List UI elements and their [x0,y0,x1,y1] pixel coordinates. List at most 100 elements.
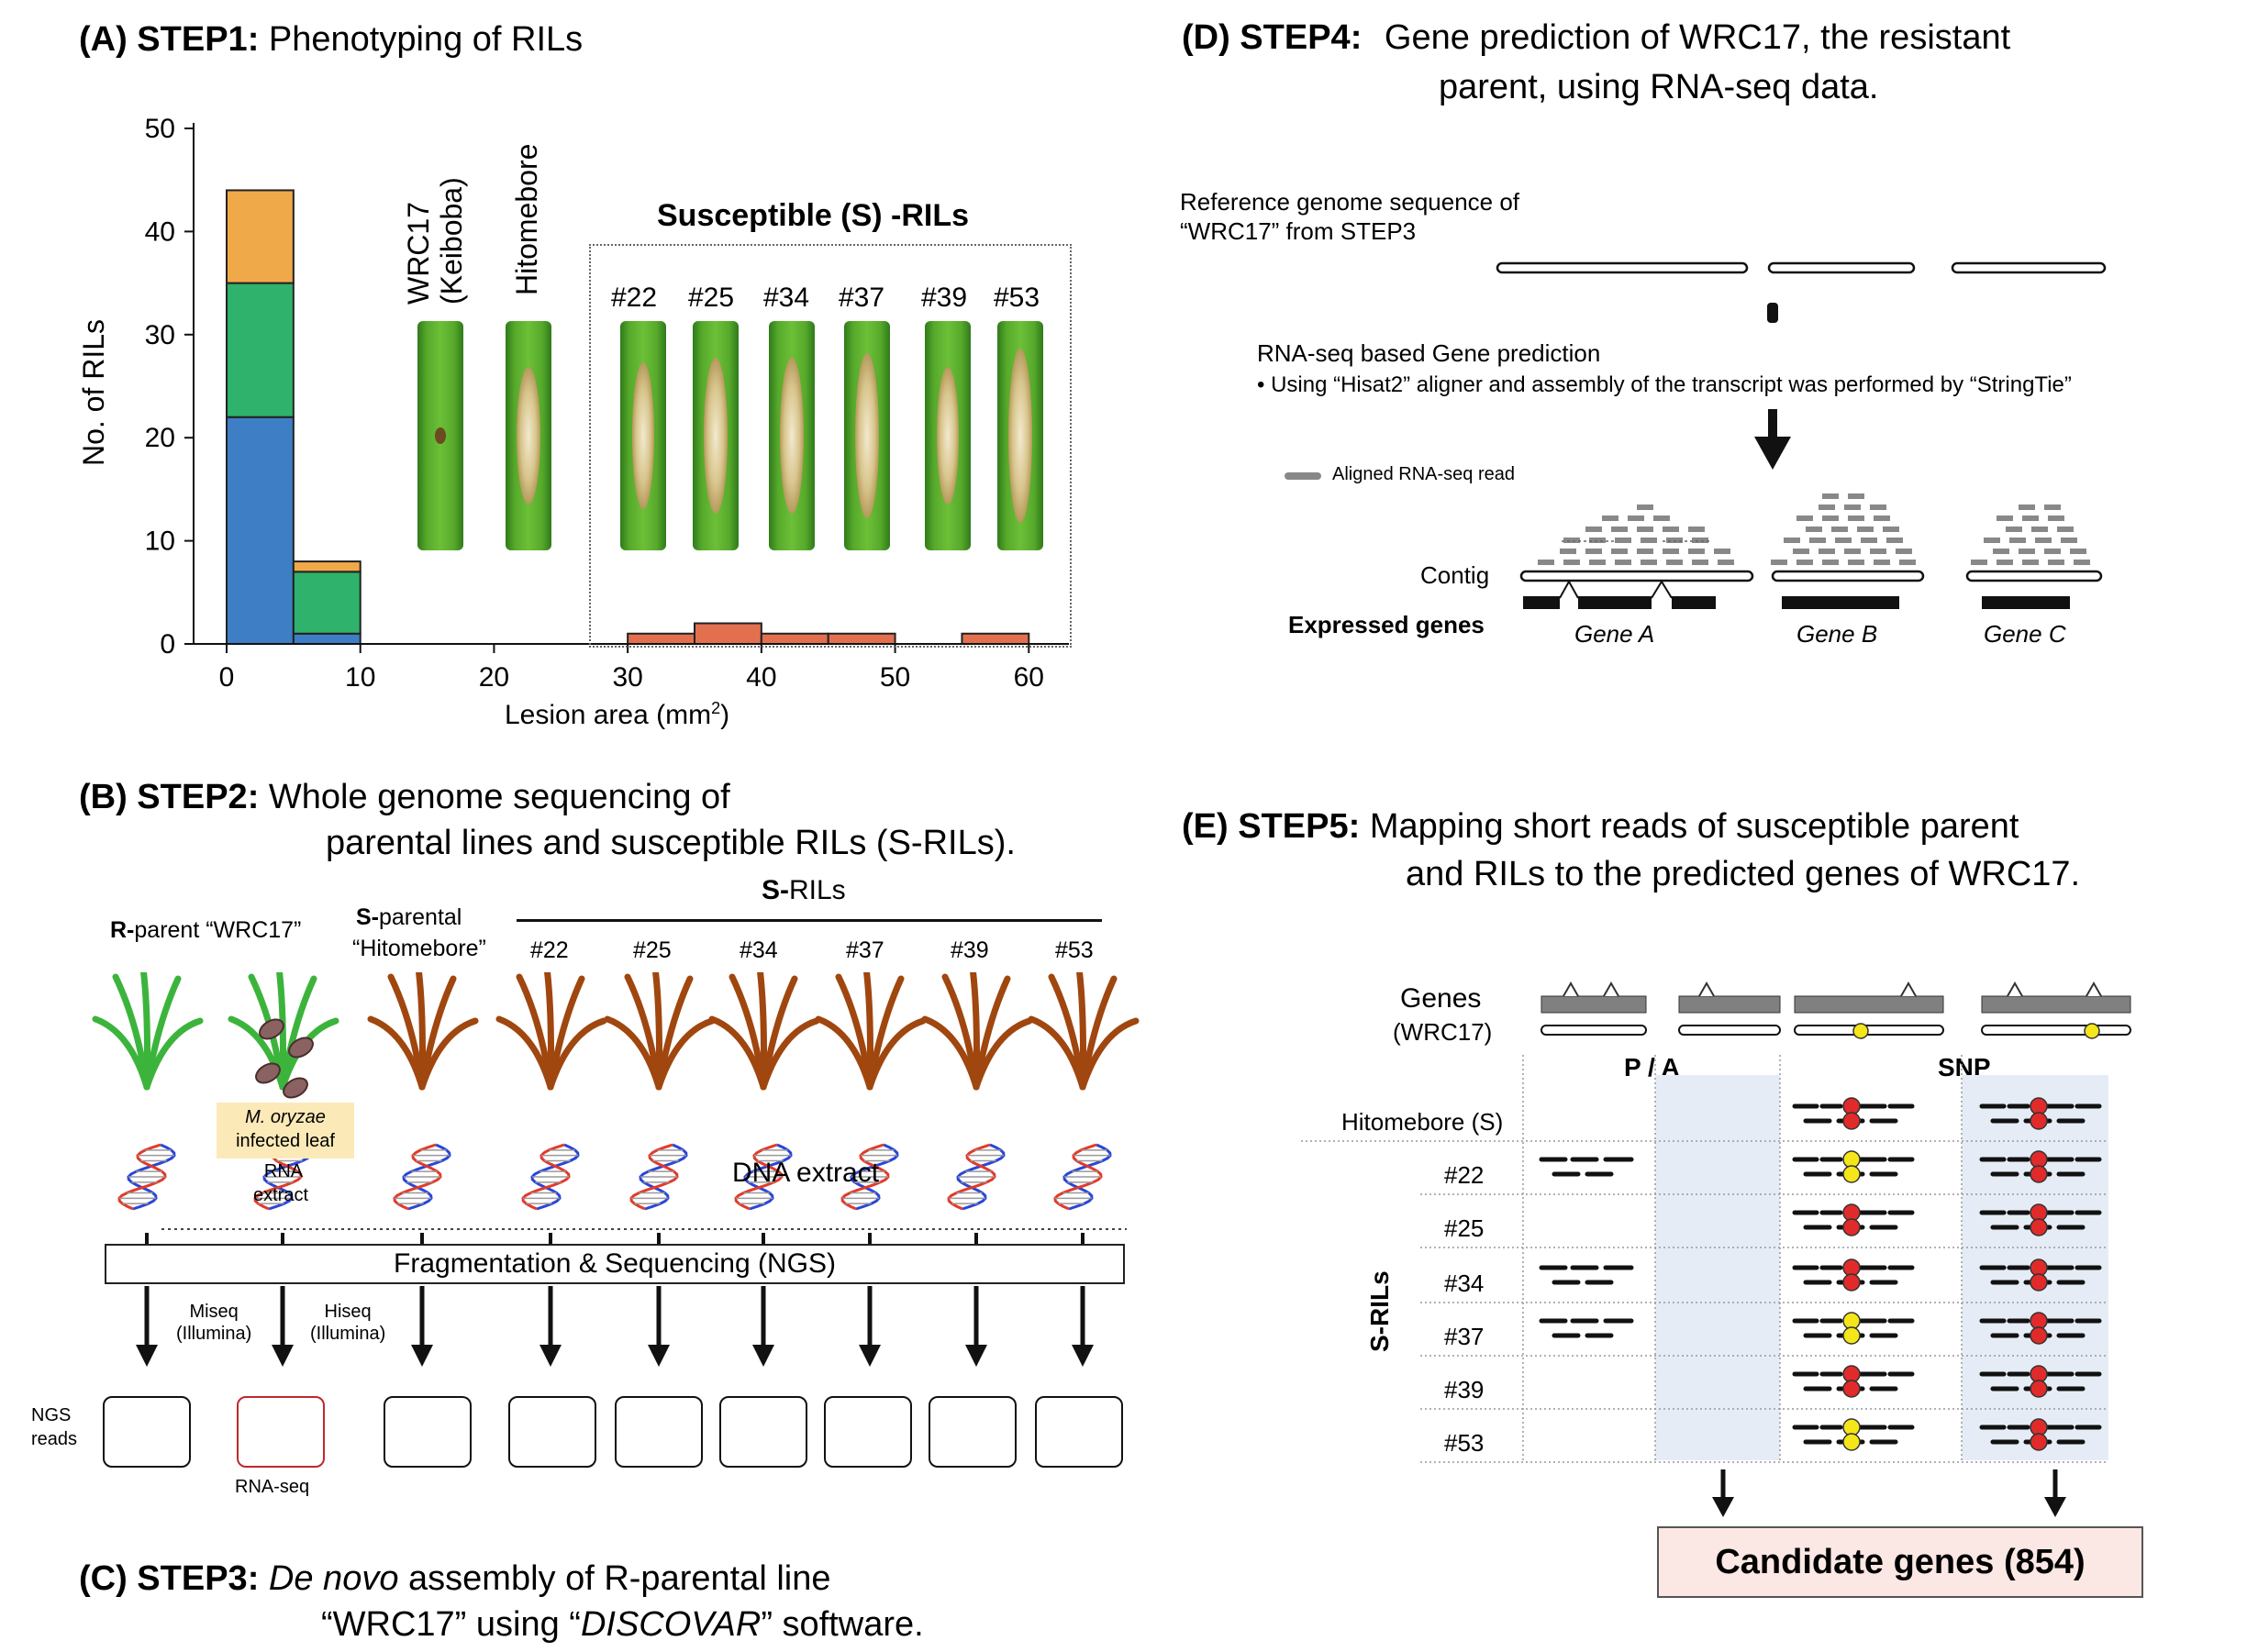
x-tick-label: 10 [345,662,375,693]
aligned-read [1899,560,1916,565]
gene-model-bar [1541,995,1647,1014]
gene-a-exon [1578,596,1652,609]
arrow-down-icon [539,1345,562,1367]
ngs-read-box-hitomebore [384,1396,472,1468]
rnaseq-label: RNA-seq [235,1477,310,1497]
rnaseq-read-box [237,1396,325,1468]
snp-dot-icon [1842,1326,1861,1345]
snp-reads-gene3 [1792,1150,1915,1183]
x-tick-label: 50 [880,662,910,693]
gene-contig [1981,1025,2131,1036]
x-axis-label-text: Lesion area (mm [505,700,712,730]
panel-a-label: (A) STEP1: [79,20,260,59]
gene-model-1 [1541,981,1647,1036]
gene-model-bar [1794,995,1944,1014]
snp-dot-icon [2030,1165,2048,1183]
aligned-read [1663,549,1679,554]
gene-b-reads [1771,493,1916,565]
r-parent-rest: parent “WRC17” [134,917,302,943]
genes-label: Genes [1400,983,1482,1014]
pa-reads [1539,1265,1634,1285]
snp-reads-gene4 [1979,1418,2102,1451]
b-ril-22: #22 [530,937,569,963]
aligned-read [1784,538,1800,543]
aligned-read [1883,527,1899,532]
aligned-read [1637,549,1653,554]
gene-c-label: Gene C [1984,620,2066,648]
r-parent-bold: R- [110,917,135,943]
ril-label-37: #37 [839,283,885,313]
aligned-read [1809,538,1826,543]
hitomebore-lesion [517,367,540,504]
panel-c-title: (C) STEP3: De novo assembly of R-parenta… [79,1559,830,1599]
ngs-1: NGS [31,1405,72,1425]
aligned-read [1611,527,1628,532]
panel-e-graphics [1301,981,2131,1517]
dna-extract-label: DNA extract [732,1158,880,1188]
ngs-read-box-39 [929,1396,1017,1468]
e-row-34: #34 [1444,1269,1485,1297]
gene-model-4 [1981,981,2131,1036]
aligned-read [2035,538,2052,543]
x-tick-label: 30 [612,662,642,693]
b-ril-53: #53 [1055,937,1094,963]
dna-helix-icon [521,1143,580,1211]
dna-helix-icon [734,1143,793,1211]
aligned-read [2006,527,2022,532]
gene-a-exon [1523,596,1560,609]
aligned-read [1589,538,1606,543]
aligned-read [2048,516,2064,521]
aligned-read [1653,516,1670,521]
ref-contig-3 [1951,261,2107,274]
aligned-read [1848,516,1864,521]
aligned-read [1796,560,1813,565]
candidate-genes-box: Candidate genes (854) [1657,1526,2143,1598]
snp-dot-icon [1842,1380,1861,1398]
panel-c-italic: De novo [268,1559,399,1598]
aligned-read [2061,538,2077,543]
ril-label-39: #39 [921,283,968,313]
aligned-read [1692,538,1708,543]
s-parent-bold: S- [356,904,379,930]
susceptible-header: Susceptible (S) -RILs [657,198,970,233]
snp-dot-icon [2030,1273,2048,1292]
hitomebore-row-label: Hitomebore (S) [1341,1108,1504,1136]
s-parent-name: “Hitomebore” [352,936,486,961]
aligned-read [1822,516,1839,521]
aligned-read [1822,560,1839,565]
rna-extract-label: RNA extract [253,1159,308,1207]
aligned-read [1848,493,1864,499]
panel-b-heading-2: parental lines and susceptible RILs (S-R… [326,824,1016,862]
dna-helix-icon [840,1143,899,1211]
aligned-read [1589,560,1606,565]
aligned-read [1611,549,1628,554]
hitomebore-leaf [506,321,551,550]
panel-e-heading-1: Mapping short reads of susceptible paren… [1369,807,2019,846]
ril-leaf-25 [693,321,739,550]
snp-reads-gene4 [1979,1258,2102,1292]
gene-contig [1794,1025,1944,1036]
gene-c-reads [1971,504,2090,565]
gene-model-bar [1981,995,2131,1014]
ref-genome-label: Reference genome sequence of “WRC17” fro… [1180,187,1519,246]
dna-helix-icon [1053,1143,1112,1211]
gene-model-intron [1603,981,1619,997]
gene-model-intron [1698,981,1715,997]
snp-dot-icon [2030,1326,2048,1345]
panel-d-graphics [1285,261,2107,609]
expressed-genes-label: Expressed genes [1288,611,1485,638]
gene-a-label: Gene A [1574,620,1655,648]
e-row-37: #37 [1444,1323,1485,1350]
histogram-bar [226,282,295,418]
x-tick-label: 40 [746,662,776,693]
plant-leaf [1079,1017,1140,1091]
gene-b-label: Gene B [1796,620,1878,648]
ref-contig-1 [1496,261,1749,274]
gene-prediction-title: RNA-seq based Gene prediction [1257,339,1601,367]
ril-lesion-22 [632,362,654,509]
panel-c-discovar: DISCOVAR [580,1605,762,1644]
wrc17-lesion [435,427,446,444]
aligned-read [1835,538,1852,543]
panel-c-line2-b: ” software. [761,1605,924,1644]
contig-label: Contig [1420,561,1490,589]
